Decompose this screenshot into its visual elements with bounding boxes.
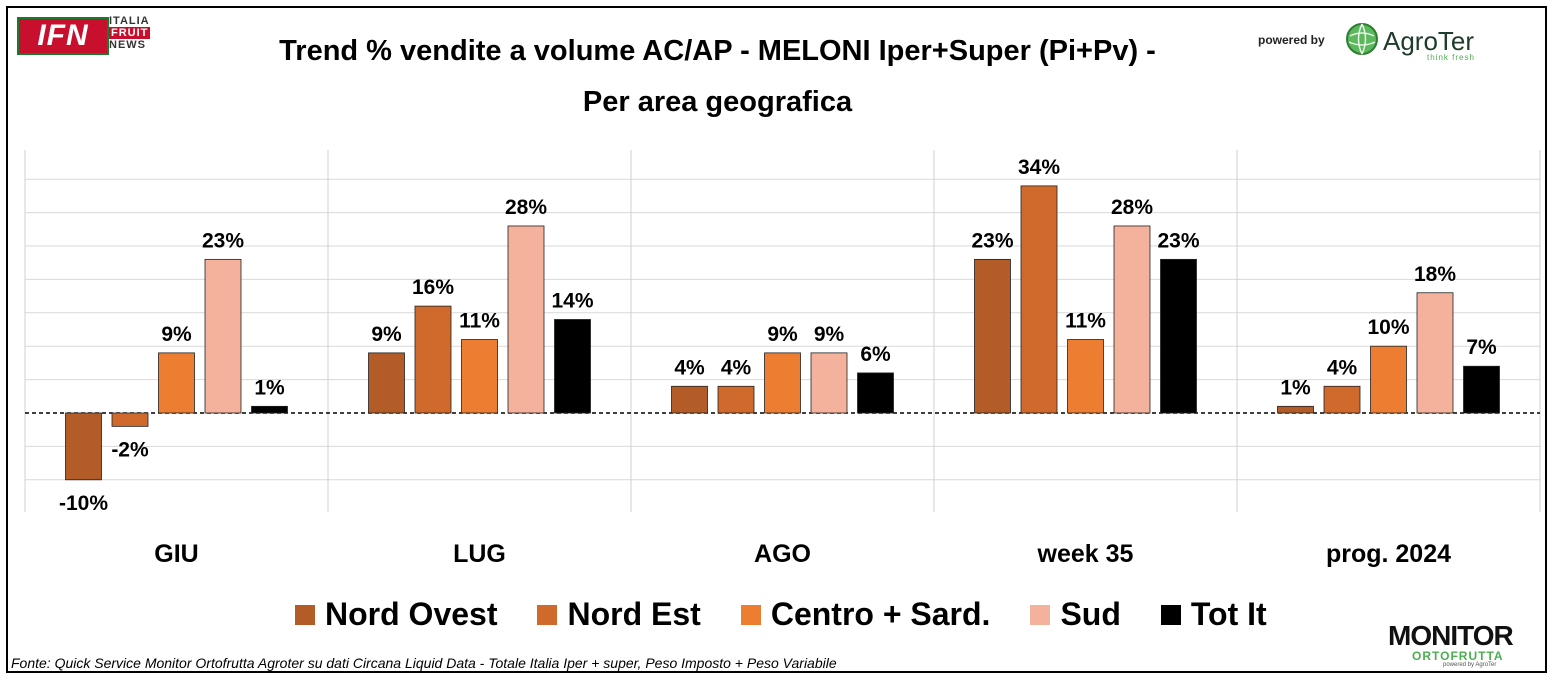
chart-title: Trend % vendite a volume AC/AP - MELONI … bbox=[180, 26, 1255, 128]
legend-item: Nord Ovest bbox=[295, 596, 497, 633]
monitor-logo-subtext: ORTOFRUTTA bbox=[1412, 649, 1504, 663]
bar-centro-sard- bbox=[461, 339, 498, 414]
bar-nord-est bbox=[1323, 385, 1361, 414]
data-label: 28% bbox=[1111, 196, 1153, 219]
data-label: 9% bbox=[767, 323, 798, 346]
data-label: 10% bbox=[1367, 316, 1409, 339]
legend-item: Nord Est bbox=[537, 596, 701, 633]
chart-legend: Nord Ovest Nord Est Centro + Sard. Sud Tot I… bbox=[295, 596, 1307, 633]
legend-label: Nord Ovest bbox=[325, 596, 498, 632]
monitor-powered-by: powered by AgroTer bbox=[1443, 662, 1497, 668]
bar-nord-ovest bbox=[65, 412, 102, 481]
bar-tot-it bbox=[1463, 365, 1500, 414]
data-label: 7% bbox=[1466, 336, 1497, 359]
agroter-logo-text: AgroTer bbox=[1383, 26, 1475, 56]
category-label: LUG bbox=[453, 540, 506, 568]
monitor-ortofrutta-logo: MONITOR ORTOFRUTTA powered by AgroTer bbox=[1388, 620, 1514, 669]
ifn-sub-3: NEWS bbox=[109, 39, 146, 51]
bar-nord-ovest bbox=[1277, 405, 1314, 414]
data-label: 14% bbox=[551, 289, 593, 312]
bar-nord-est bbox=[1020, 185, 1058, 414]
legend-item: Tot It bbox=[1160, 596, 1267, 633]
agroter-globe-icon bbox=[1346, 23, 1378, 55]
legend-swatch bbox=[537, 604, 558, 625]
data-label: 23% bbox=[202, 229, 244, 252]
legend-swatch bbox=[1030, 604, 1051, 625]
bar-nord-ovest bbox=[671, 385, 708, 414]
data-label: -10% bbox=[59, 492, 108, 515]
data-label: 34% bbox=[1018, 156, 1060, 179]
bar-sud bbox=[1416, 292, 1454, 414]
bar-centro-sard- bbox=[1067, 339, 1104, 414]
category-label: AGO bbox=[754, 540, 811, 568]
ifn-sub-1: ITALIA bbox=[109, 15, 150, 27]
data-label: 9% bbox=[814, 323, 845, 346]
bar-nord-est bbox=[717, 385, 755, 414]
legend-label: Tot It bbox=[1190, 596, 1267, 632]
ifn-sub-2: FRUIT bbox=[109, 27, 151, 39]
legend-swatch bbox=[740, 604, 761, 625]
legend-swatch bbox=[1160, 604, 1181, 625]
bar-sud bbox=[507, 225, 545, 414]
legend-item: Centro + Sard. bbox=[740, 596, 991, 633]
data-label: 16% bbox=[412, 276, 454, 299]
bar-tot-it bbox=[857, 372, 894, 414]
bar-nord-ovest bbox=[368, 352, 405, 414]
source-note: Fonte: Quick Service Monitor Ortofrutta … bbox=[11, 655, 837, 671]
data-label: 9% bbox=[371, 323, 402, 346]
bar-tot-it bbox=[251, 405, 288, 414]
data-label: 23% bbox=[1157, 229, 1199, 252]
agroter-tagline: think fresh bbox=[1427, 53, 1475, 62]
bar-centro-sard- bbox=[764, 352, 801, 414]
data-label: 4% bbox=[674, 356, 705, 379]
data-label: 9% bbox=[161, 323, 192, 346]
powered-by-label: powered by bbox=[1258, 33, 1325, 47]
agroter-logo: AgroTer think fresh bbox=[1345, 22, 1474, 62]
chart-title-line1: Trend % vendite a volume AC/AP - MELONI … bbox=[279, 35, 1156, 67]
legend-swatch bbox=[295, 604, 315, 625]
category-label: GIU bbox=[154, 540, 198, 568]
bar-centro-sard- bbox=[158, 352, 195, 414]
bar-tot-it bbox=[554, 319, 591, 414]
data-label: 4% bbox=[1327, 356, 1358, 379]
bar-nord-est bbox=[111, 412, 149, 427]
legend-item: Sud bbox=[1030, 596, 1121, 633]
data-label: 11% bbox=[459, 310, 500, 333]
legend-label: Centro + Sard. bbox=[770, 596, 991, 632]
category-label: week 35 bbox=[1037, 540, 1134, 568]
data-label: 4% bbox=[721, 356, 752, 379]
ifn-logo-subtext: ITALIA FRUIT NEWS bbox=[109, 15, 151, 51]
data-label: 28% bbox=[505, 196, 547, 219]
bar-nord-ovest bbox=[974, 258, 1011, 414]
bar-sud bbox=[810, 352, 848, 414]
data-label: 23% bbox=[971, 229, 1013, 252]
data-label: 1% bbox=[1280, 376, 1311, 399]
category-label: prog. 2024 bbox=[1326, 540, 1451, 568]
legend-label: Nord Est bbox=[567, 596, 701, 632]
bar-sud bbox=[204, 258, 242, 414]
bar-nord-est bbox=[414, 305, 452, 414]
data-label: 18% bbox=[1414, 263, 1456, 286]
bar-sud bbox=[1113, 225, 1151, 414]
data-label: 11% bbox=[1065, 310, 1106, 333]
monitor-logo-text: MONITOR bbox=[1388, 620, 1514, 651]
data-label: -2% bbox=[111, 438, 149, 461]
legend-label: Sud bbox=[1060, 596, 1121, 632]
ifn-logo-mark: IFN bbox=[17, 17, 109, 55]
chart-frame bbox=[6, 6, 1547, 673]
bar-centro-sard- bbox=[1370, 345, 1407, 414]
chart-title-line2: Per area geografica bbox=[582, 86, 853, 118]
bar-tot-it bbox=[1160, 258, 1197, 414]
data-label: 1% bbox=[254, 376, 285, 399]
data-label: 6% bbox=[860, 343, 891, 366]
